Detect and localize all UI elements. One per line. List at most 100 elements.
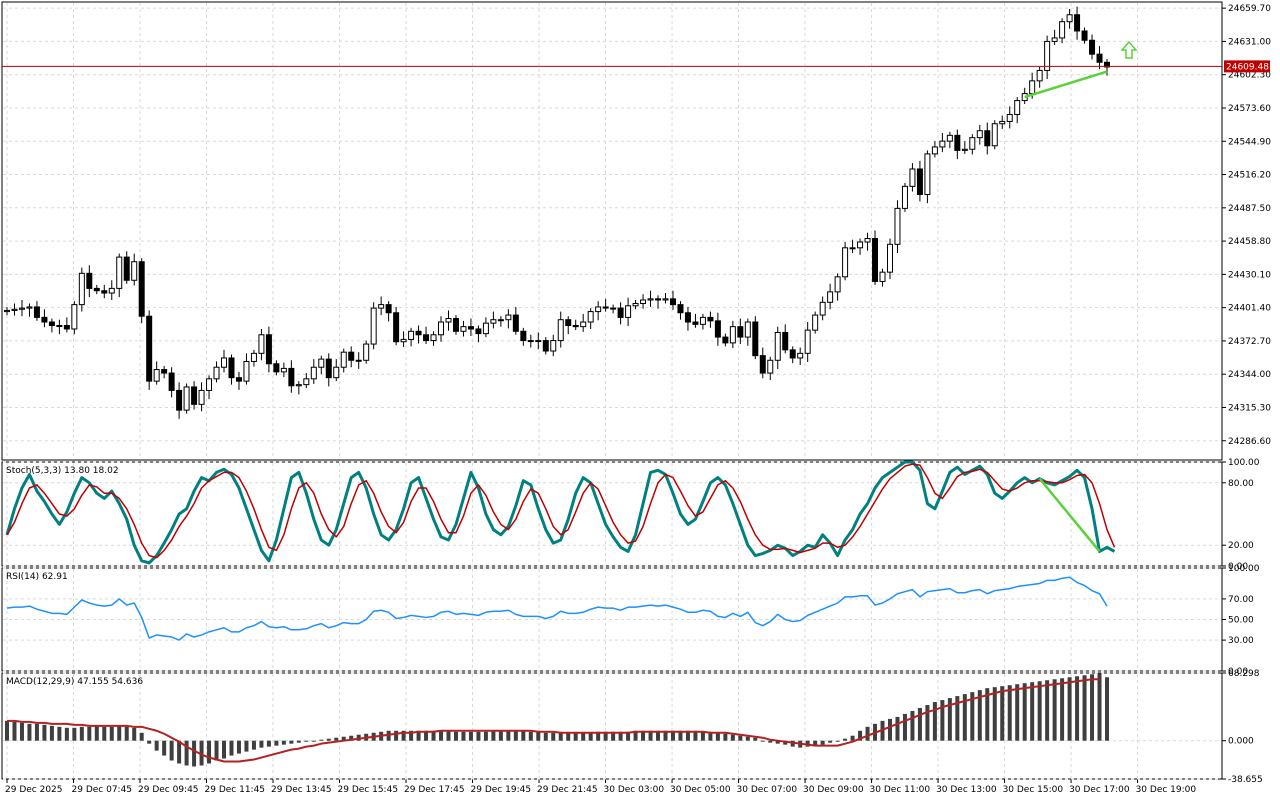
candle-body (550, 340, 557, 352)
x-tick-label: 30 Dec 07:00 (737, 785, 798, 795)
candle (460, 320, 467, 337)
candle (655, 295, 662, 309)
candle (707, 311, 714, 328)
y-tick-label: 24344.00 (1228, 370, 1271, 380)
macd-histogram-bar (641, 730, 646, 741)
candle-body (123, 256, 130, 281)
macd-histogram-bar (64, 727, 69, 741)
x-tick-label: 29 Dec 15:45 (338, 785, 399, 795)
candle-body (340, 351, 347, 368)
macd-histogram-bar (835, 740, 840, 742)
macd-histogram-bar (970, 692, 975, 741)
macd-histogram-bar (12, 721, 17, 741)
candle-body (602, 306, 609, 309)
macd-histogram-bar (910, 710, 915, 741)
macd-histogram-bar (693, 730, 698, 741)
macd-histogram-bar (251, 740, 256, 750)
candle (168, 367, 175, 398)
candle-body (41, 316, 48, 323)
candle (617, 302, 624, 325)
macd-histogram-bar (139, 732, 144, 741)
stoch-tick-label: 0.00 (1228, 562, 1248, 572)
candle (849, 239, 856, 254)
candle-body (729, 326, 736, 344)
x-tick-label: 30 Dec 09:00 (803, 785, 864, 795)
candle (265, 326, 272, 373)
macd-histogram-bar (498, 730, 503, 741)
macd-histogram-bar (528, 731, 533, 741)
macd-histogram-bar (349, 735, 354, 741)
y-tick-label: 24659.70 (1228, 4, 1271, 14)
up-arrow-icon (1120, 40, 1138, 59)
candle (819, 296, 826, 321)
candle-body (976, 130, 983, 139)
candle-body (288, 367, 295, 387)
candle (108, 280, 115, 300)
candle-body (857, 241, 864, 249)
candle (1059, 18, 1066, 44)
candle (909, 163, 916, 192)
candle-body (984, 130, 991, 147)
macd-histogram-bar (326, 738, 331, 741)
macd-histogram-bar (536, 731, 541, 741)
candle-body (714, 320, 721, 338)
macd-histogram-bar (955, 696, 960, 741)
candle (228, 354, 235, 385)
x-tick-label: 30 Dec 17:00 (1069, 785, 1130, 795)
candle (1006, 106, 1013, 129)
macd-histogram-bar (177, 740, 182, 764)
candle (804, 322, 811, 363)
candle-body (460, 326, 467, 332)
candle (1014, 97, 1021, 124)
candle (886, 238, 893, 280)
x-tick-label: 30 Dec 13:00 (936, 785, 997, 795)
candle (812, 311, 819, 334)
candle (48, 318, 55, 333)
macd-histogram-bar (207, 740, 212, 764)
candle-body (1074, 14, 1081, 32)
rsi-tick-label: 30.00 (1228, 636, 1254, 646)
macd-tick-label: 0.000 (1228, 737, 1254, 747)
candle-body (71, 304, 78, 330)
candle-body (677, 304, 684, 314)
candle (984, 122, 991, 155)
macd-signal-line (7, 678, 1100, 763)
candle (916, 160, 923, 202)
candle-body (512, 314, 519, 332)
candle (161, 366, 168, 379)
macd-histogram-bar (745, 736, 750, 741)
candle-body (931, 146, 938, 155)
main-pane-frame (1, 1, 1223, 461)
candle-body (213, 366, 220, 380)
candle-body (1081, 30, 1088, 41)
candle-body (430, 334, 437, 342)
candle (78, 267, 85, 312)
macd-histogram-bar (1090, 674, 1095, 741)
y-tick-label: 24286.60 (1228, 437, 1271, 447)
macd-histogram-bar (409, 730, 414, 741)
macd-histogram-bar (992, 687, 997, 741)
macd-histogram-bar (611, 731, 616, 741)
macd-histogram-bar (1075, 676, 1080, 741)
stoch-tick-label: 80.00 (1228, 479, 1254, 489)
x-tick-label: 30 Dec 15:00 (1003, 785, 1064, 795)
candle-body (999, 120, 1006, 125)
candle (415, 325, 422, 344)
macd-histogram-bar (394, 730, 399, 741)
candle-body (131, 261, 138, 281)
macd-histogram-bar (304, 740, 309, 742)
current-price-label: 24609.48 (1226, 62, 1269, 72)
macd-histogram-bar (439, 730, 444, 741)
candle (550, 334, 557, 357)
candle (580, 313, 587, 332)
macd-histogram-bar (49, 725, 54, 741)
candle-body (759, 355, 766, 374)
candle-body (782, 331, 789, 351)
x-tick-label: 30 Dec 03:00 (604, 785, 665, 795)
candle (752, 316, 759, 360)
macd-histogram-bar (1007, 685, 1012, 741)
candle-body (879, 271, 886, 282)
candle-body (1089, 39, 1096, 55)
